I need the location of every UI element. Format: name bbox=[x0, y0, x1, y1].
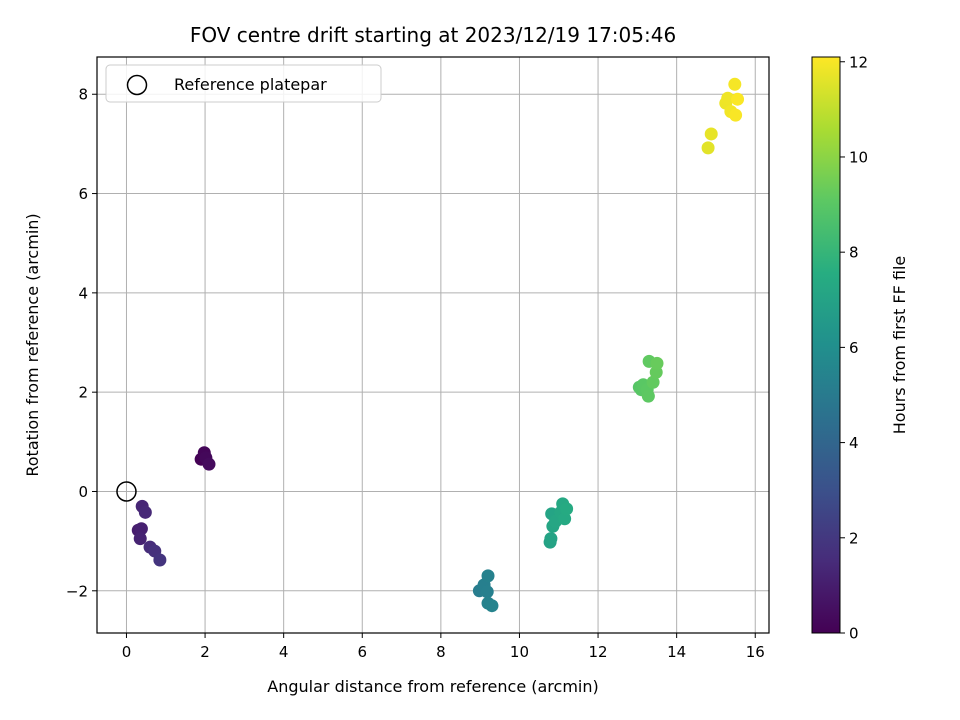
data-point bbox=[560, 502, 574, 516]
colorbar-tick-label: 0 bbox=[849, 625, 859, 643]
data-point bbox=[650, 356, 664, 370]
reference-platepar-marker bbox=[116, 481, 137, 502]
colorbar-tick-label: 12 bbox=[849, 53, 868, 71]
colorbar-label: Hours from first FF file bbox=[890, 256, 909, 435]
grid-lines bbox=[97, 57, 769, 633]
data-point bbox=[721, 91, 735, 105]
colorbar-tick-label: 4 bbox=[849, 434, 859, 452]
colorbar-tick-label: 8 bbox=[849, 244, 859, 262]
data-point bbox=[202, 457, 216, 471]
data-point bbox=[153, 553, 167, 567]
data-point bbox=[641, 389, 655, 403]
legend: Reference platepar bbox=[105, 64, 382, 103]
x-tick-label: 14 bbox=[667, 643, 686, 661]
y-axis-label: Rotation from reference (arcmin) bbox=[23, 213, 42, 476]
colorbar-ticks: 0 2 4 6 8 10 12 bbox=[840, 53, 868, 643]
chart-title: FOV centre drift starting at 2023/12/19 … bbox=[190, 23, 676, 47]
y-tick-label: 0 bbox=[78, 483, 88, 501]
colorbar-tick-label: 6 bbox=[849, 339, 859, 357]
data-point bbox=[485, 599, 499, 613]
data-point bbox=[731, 92, 745, 106]
data-point bbox=[728, 77, 742, 91]
x-tick-label: 8 bbox=[436, 643, 446, 661]
x-axis-ticks: 0 2 4 6 8 10 12 14 16 bbox=[122, 633, 765, 661]
data-point bbox=[544, 532, 558, 546]
reference-marker bbox=[116, 481, 137, 502]
data-point bbox=[701, 141, 715, 155]
legend-label-reference: Reference platepar bbox=[174, 75, 327, 94]
x-tick-label: 6 bbox=[357, 643, 367, 661]
data-point bbox=[481, 569, 495, 583]
data-point bbox=[134, 522, 148, 536]
data-point bbox=[480, 585, 494, 599]
colorbar: 0 2 4 6 8 10 12 Hours from first FF file bbox=[811, 53, 909, 643]
data-point bbox=[704, 127, 718, 141]
x-tick-label: 2 bbox=[200, 643, 210, 661]
y-axis-ticks: −2 0 2 4 6 8 bbox=[66, 86, 97, 600]
y-tick-label: −2 bbox=[66, 582, 88, 600]
colorbar-tick-label: 10 bbox=[849, 148, 868, 166]
data-point bbox=[729, 108, 743, 122]
x-tick-label: 16 bbox=[746, 643, 765, 661]
x-tick-label: 12 bbox=[589, 643, 608, 661]
x-axis-label: Angular distance from reference (arcmin) bbox=[267, 677, 598, 696]
legend-marker-reference bbox=[126, 74, 148, 96]
plot-area-frame bbox=[96, 56, 770, 634]
data-point bbox=[133, 532, 147, 546]
legend-box bbox=[105, 64, 382, 103]
data-point bbox=[558, 512, 572, 526]
colorbar-gradient bbox=[812, 57, 840, 633]
x-tick-label: 0 bbox=[122, 643, 132, 661]
colorbar-tick-label: 2 bbox=[849, 529, 859, 547]
data-point bbox=[646, 375, 660, 389]
x-tick-label: 4 bbox=[279, 643, 289, 661]
data-point bbox=[138, 505, 152, 519]
x-tick-label: 10 bbox=[510, 643, 529, 661]
data-points bbox=[131, 77, 745, 613]
colorbar-frame bbox=[811, 56, 841, 634]
y-tick-label: 2 bbox=[78, 384, 88, 402]
y-tick-label: 6 bbox=[78, 185, 88, 203]
y-tick-label: 4 bbox=[78, 284, 88, 302]
y-tick-label: 8 bbox=[78, 86, 88, 104]
